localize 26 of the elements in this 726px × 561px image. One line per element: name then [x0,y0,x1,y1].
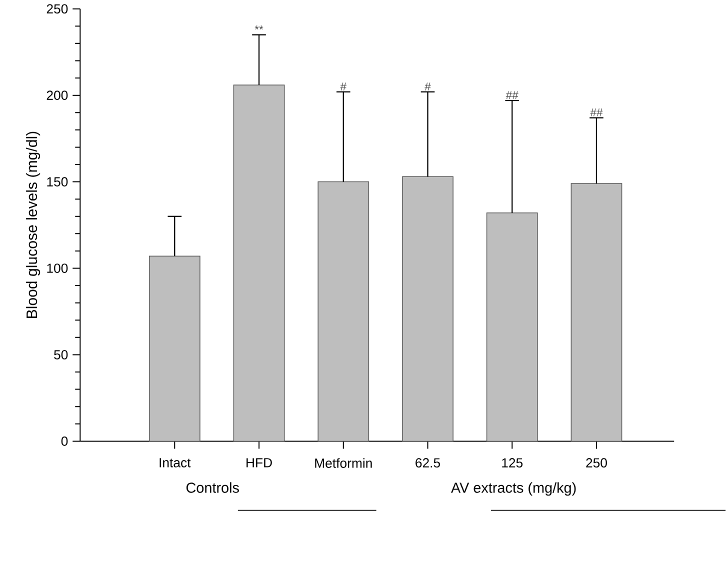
annotation: # [340,82,346,91]
annotation: # [424,82,431,91]
x-tick-label: 125 [502,458,523,468]
y-tick-label: 150 [47,177,68,187]
x-tick-label: Intact [160,458,191,468]
bar [148,256,200,442]
annotation: ## [506,91,518,100]
bar [318,182,370,442]
text: Controls [186,482,239,494]
annotation: ## [590,108,603,117]
bar [570,183,622,442]
annotation: ** [254,26,264,30]
y-tick-label: 50 [54,350,68,360]
x-tick-label: 250 [586,458,607,468]
x-tick-label: 62.5 [416,458,440,468]
y-axis-title: Blood glucose levels (mg/dl) [26,132,40,318]
y-tick-label: 200 [46,90,68,100]
text: AV extracts (mg/kg) [451,482,576,496]
bar [486,212,538,442]
y-tick-label: 250 [46,4,68,14]
bar [402,176,454,442]
x-tick-label: Metformin [315,458,372,468]
bar [233,84,285,442]
y-tick-label: 0 [61,436,68,446]
y-tick-label: 100 [47,264,68,274]
x-tick-label: HFD [246,458,272,468]
